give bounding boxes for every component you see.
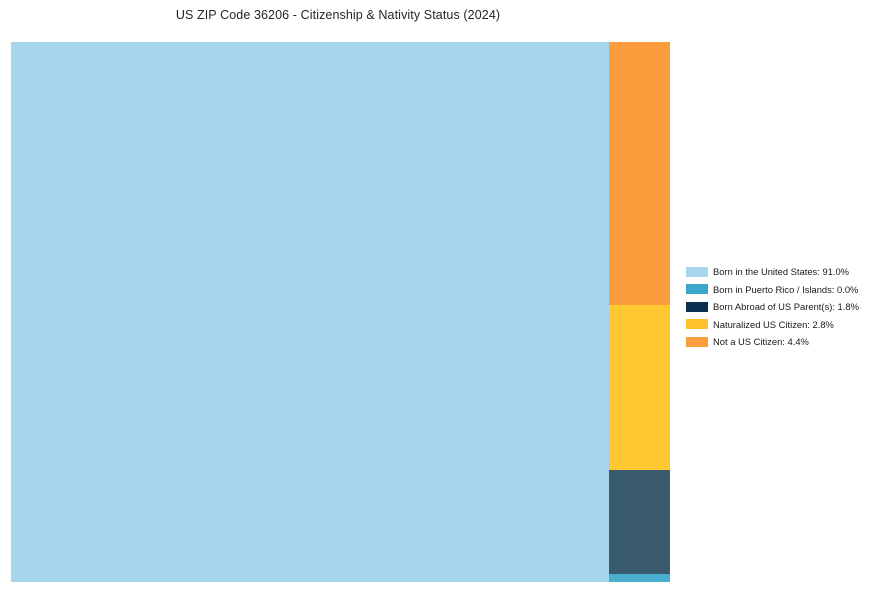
- legend-item-label: Born in the United States: 91.0%: [713, 266, 850, 278]
- legend-swatch: [686, 301, 708, 312]
- legend-item[interactable]: Born in the United States: 91.0%: [686, 263, 882, 281]
- treemap-tile[interactable]: [609, 42, 670, 305]
- legend-item[interactable]: Born Abroad of US Parent(s): 1.8%: [686, 298, 882, 316]
- legend-swatch: [686, 266, 708, 277]
- chart-legend: Born in the United States: 91.0% Born in …: [686, 263, 882, 351]
- legend-item-label: Naturalized US Citizen: 2.8%: [713, 318, 834, 330]
- legend-item[interactable]: Naturalized US Citizen: 2.8%: [686, 316, 882, 334]
- legend-swatch: [686, 319, 708, 330]
- legend-item-label: Born Abroad of US Parent(s): 1.8%: [713, 301, 859, 313]
- legend-swatch: [686, 284, 708, 295]
- legend-item[interactable]: Born in Puerto Rico / Islands: 0.0%: [686, 281, 882, 299]
- legend-item-label: Not a US Citizen: 4.4%: [713, 336, 809, 348]
- legend-item-label: Born in Puerto Rico / Islands: 0.0%: [713, 283, 859, 295]
- treemap-tile[interactable]: [609, 470, 670, 574]
- treemap-tile[interactable]: [609, 574, 670, 582]
- treemap-tile[interactable]: [609, 305, 670, 470]
- chart-title: US ZIP Code 36206 - Citizenship & Nativi…: [175, 8, 501, 22]
- treemap-tile[interactable]: [11, 42, 609, 582]
- legend-swatch: [686, 336, 708, 347]
- treemap-plot-area: [11, 42, 670, 582]
- legend-item[interactable]: Not a US Citizen: 4.4%: [686, 333, 882, 351]
